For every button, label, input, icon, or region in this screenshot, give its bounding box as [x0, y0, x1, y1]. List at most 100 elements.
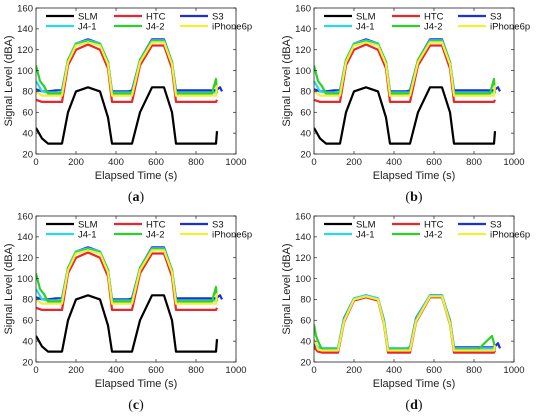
x-tick-label: 800 — [466, 365, 482, 376]
y-tick-label: 100 — [295, 66, 311, 77]
y-tick-label: 100 — [295, 274, 311, 285]
y-tick-label: 120 — [17, 253, 33, 264]
y-tick-label: 40 — [300, 128, 311, 139]
y-tick-label: 80 — [300, 87, 311, 98]
y-tick-label: 100 — [17, 66, 33, 77]
y-tick-label: 20 — [22, 357, 33, 368]
y-tick-label: 160 — [17, 3, 33, 14]
y-tick-label: 120 — [295, 253, 311, 264]
series-line-j4-2 — [36, 40, 219, 95]
series-line-htc — [36, 251, 218, 311]
x-tick-label: 0 — [33, 157, 38, 168]
y-tick-label: 120 — [17, 45, 33, 56]
x-axis-label: Elapsed Time (s) — [95, 378, 178, 390]
y-axis-label: Signal Level (dBA) — [281, 35, 293, 126]
y-tick-label: 20 — [22, 149, 33, 160]
legend-label-htc: HTC — [146, 219, 166, 230]
panel-label: (c) — [128, 398, 144, 413]
chart-panel-d: 20 40 60 80 100 120 140 160 0 200 400 600 800 1000 Ela… — [281, 211, 530, 413]
y-tick-label: 60 — [22, 108, 33, 119]
x-tick-label: 400 — [108, 157, 124, 168]
y-tick-label: 120 — [295, 45, 311, 56]
legend-label-iphone6p: iPhone6p — [490, 21, 530, 32]
x-tick-label: 1000 — [503, 157, 524, 168]
x-tick-label: 200 — [68, 157, 84, 168]
x-tick-label: 0 — [33, 365, 38, 376]
y-tick-label: 140 — [295, 24, 311, 35]
series-line-iphone6p — [314, 41, 497, 97]
x-tick-label: 0 — [311, 365, 316, 376]
legend-label-s3: S3 — [212, 219, 224, 230]
y-tick-label: 40 — [300, 336, 311, 347]
chart-panel-c: 20 40 60 80 100 120 140 160 0 200 400 600 800 1000 Ela… — [3, 211, 252, 413]
legend-label-j4-2: J4-2 — [146, 21, 164, 32]
series-group — [36, 246, 223, 353]
legend-label-slm: SLM — [78, 219, 98, 230]
x-tick-label: 1000 — [225, 365, 246, 376]
series-group — [314, 38, 501, 145]
y-axis-label: Signal Level (dBA) — [281, 243, 293, 334]
y-tick-label: 80 — [300, 295, 311, 306]
y-tick-label: 20 — [300, 149, 311, 160]
series-group — [36, 38, 223, 145]
x-axis-label: Elapsed Time (s) — [95, 170, 178, 182]
series-line-slm — [36, 294, 219, 353]
series-line-htc — [36, 43, 218, 104]
y-tick-label: 60 — [22, 316, 33, 327]
x-tick-label: 800 — [188, 365, 204, 376]
x-tick-label: 200 — [346, 365, 362, 376]
plot-frame — [35, 7, 237, 155]
y-tick-label: 60 — [300, 108, 311, 119]
legend-label-j4-1: J4-1 — [78, 21, 96, 32]
y-tick-label: 20 — [300, 357, 311, 368]
y-tick-label: 140 — [17, 232, 33, 243]
y-tick-label: 80 — [22, 87, 33, 98]
x-tick-label: 800 — [188, 157, 204, 168]
series-line-iphone6p — [314, 295, 497, 352]
y-axis-label: Signal Level (dBA) — [3, 243, 15, 334]
legend-label-slm: SLM — [78, 11, 98, 22]
plot-frame — [35, 215, 237, 363]
series-line-slm — [314, 294, 497, 353]
x-tick-label: 0 — [311, 157, 316, 168]
y-tick-label: 140 — [295, 232, 311, 243]
y-axis-label: Signal Level (dBA) — [3, 35, 15, 126]
series-line-iphone6p — [36, 249, 219, 305]
y-tick-label: 160 — [17, 211, 33, 222]
legend-label-slm: SLM — [356, 219, 376, 230]
series-line-htc — [314, 296, 496, 354]
legend-label-j4-1: J4-1 — [356, 21, 374, 32]
x-tick-label: 600 — [148, 157, 164, 168]
legend-label-htc: HTC — [424, 11, 444, 22]
x-tick-label: 200 — [346, 157, 362, 168]
x-tick-label: 400 — [386, 365, 402, 376]
legend-label-htc: HTC — [146, 11, 166, 22]
x-tick-label: 200 — [68, 365, 84, 376]
panel-label: (d) — [405, 398, 422, 413]
y-tick-label: 60 — [300, 316, 311, 327]
series-group — [314, 294, 502, 354]
series-line-slm — [314, 86, 497, 145]
y-tick-label: 100 — [17, 274, 33, 285]
series-line-s3 — [314, 294, 502, 350]
series-line-j4-2 — [314, 40, 497, 95]
legend-label-iphone6p: iPhone6p — [212, 229, 252, 240]
series-line-iphone6p — [36, 41, 219, 97]
legend-label-j4-1: J4-1 — [356, 229, 374, 240]
y-tick-label: 140 — [17, 24, 33, 35]
series-line-slm — [36, 86, 219, 145]
x-tick-label: 600 — [148, 365, 164, 376]
legend-label-s3: S3 — [490, 11, 502, 22]
legend-label-iphone6p: iPhone6p — [490, 229, 530, 240]
series-line-htc — [314, 43, 496, 104]
legend-label-j4-2: J4-2 — [146, 229, 164, 240]
y-tick-label: 40 — [22, 128, 33, 139]
chart-panel-a: 20 40 60 80 100 120 140 160 0 200 400 600 800 1000 Ela… — [3, 3, 252, 205]
legend-label-j4-2: J4-2 — [424, 229, 442, 240]
y-tick-label: 160 — [295, 211, 311, 222]
panel-label: (b) — [405, 190, 422, 205]
plot-frame — [313, 7, 515, 155]
x-tick-label: 600 — [426, 365, 442, 376]
legend-label-s3: S3 — [490, 219, 502, 230]
